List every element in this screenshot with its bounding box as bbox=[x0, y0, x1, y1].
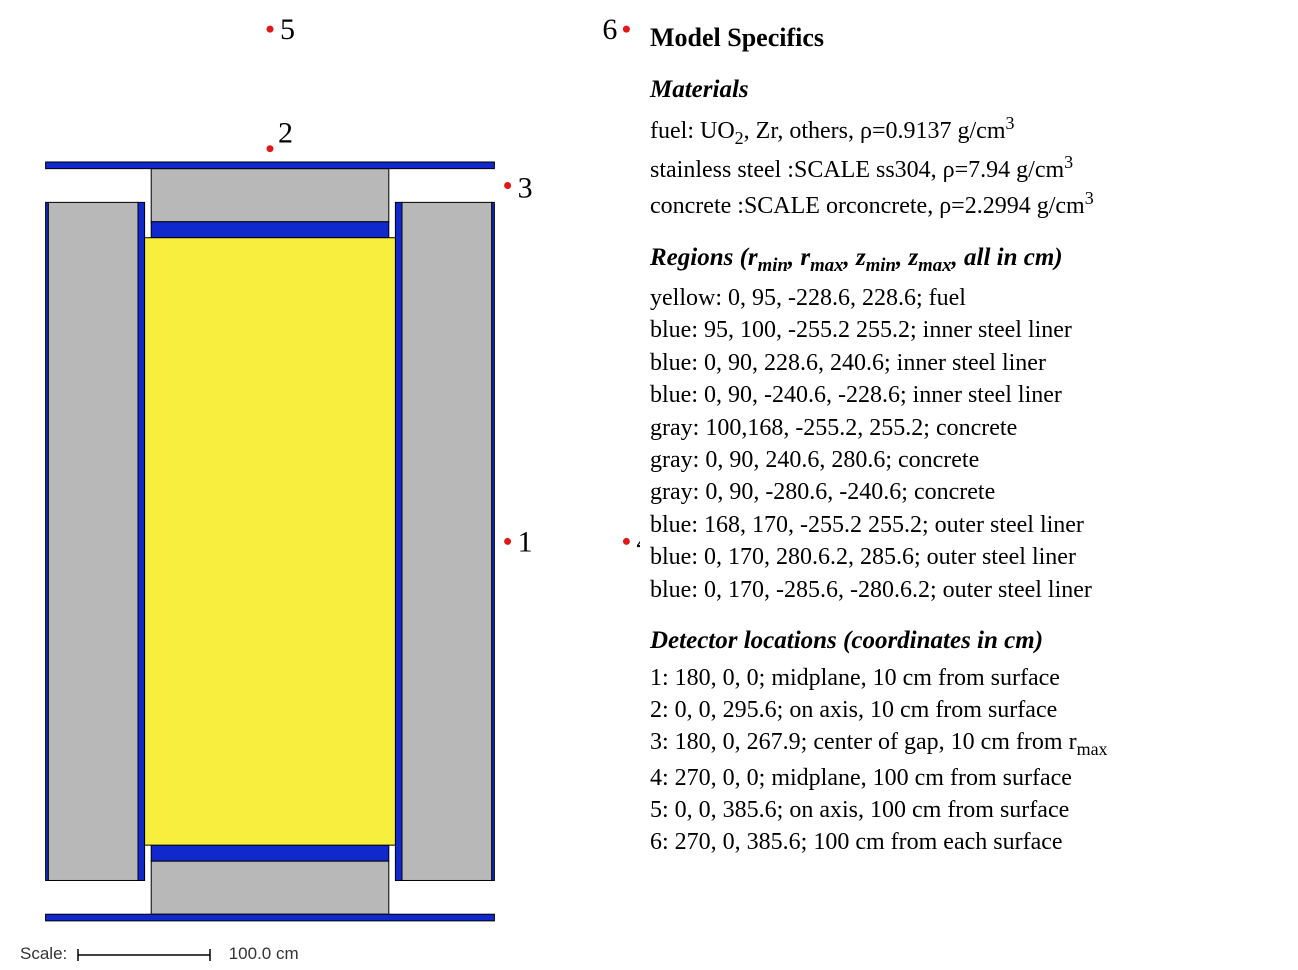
detector-dot-2 bbox=[267, 145, 274, 152]
spec-line: blue: 0, 170, -285.6, -280.6.2; outer st… bbox=[650, 574, 1278, 606]
cask-diagram: 1 2 3 4 5 6 bbox=[20, 0, 640, 970]
detector-label-2: 2 bbox=[278, 117, 293, 150]
spec-line: 2: 0, 0, 295.6; on axis, 10 cm from surf… bbox=[650, 694, 1278, 726]
spec-line: blue: 0, 170, 280.6.2, 285.6; outer stee… bbox=[650, 541, 1278, 573]
spec-line: blue: 95, 100, -255.2 255.2; inner steel… bbox=[650, 314, 1278, 346]
detector-label-4: 4 bbox=[636, 525, 640, 558]
regions-heading: Regions (rmin, rmax, zmin, zmax, all in … bbox=[650, 241, 1278, 278]
spec-line: gray: 0, 90, 240.6, 280.6; concrete bbox=[650, 444, 1278, 476]
spec-line: gray: 0, 90, -280.6, -240.6; concrete bbox=[650, 476, 1278, 508]
spec-line: 6: 270, 0, 385.6; 100 cm from each surfa… bbox=[650, 826, 1278, 858]
spec-line: blue: 168, 170, -255.2 255.2; outer stee… bbox=[650, 509, 1278, 541]
spec-line: 3: 180, 0, 267.9; center of gap, 10 cm f… bbox=[650, 726, 1278, 761]
detector-dot-6 bbox=[623, 26, 630, 33]
spec-line: stainless steel :SCALE ss304, ρ=7.94 g/c… bbox=[650, 150, 1278, 186]
detector-label-1: 1 bbox=[518, 525, 533, 558]
spec-line: 4: 270, 0, 0; midplane, 100 cm from surf… bbox=[650, 762, 1278, 794]
panel-title: Model Specifics bbox=[650, 20, 1278, 55]
spec-line: 1: 180, 0, 0; midplane, 10 cm from surfa… bbox=[650, 662, 1278, 694]
detector-dot-5 bbox=[267, 26, 274, 33]
detector-dot-3 bbox=[504, 182, 511, 189]
scale-label: Scale: bbox=[20, 944, 67, 963]
spec-line: blue: 0, 90, 228.6, 240.6; inner steel l… bbox=[650, 347, 1278, 379]
materials-heading: Materials bbox=[650, 73, 1278, 107]
detector-label-6: 6 bbox=[602, 13, 617, 46]
detector-label-3: 3 bbox=[518, 172, 533, 205]
spec-line: gray: 100,168, -255.2, 255.2; concrete bbox=[650, 412, 1278, 444]
detector-label-5: 5 bbox=[280, 13, 295, 46]
spec-line: fuel: UO2, Zr, others, ρ=0.9137 g/cm3 bbox=[650, 111, 1278, 150]
spec-line: concrete :SCALE orconcrete, ρ=2.2994 g/c… bbox=[650, 186, 1278, 222]
scale-bar: Scale: 100.0 cm bbox=[20, 944, 299, 964]
detector-dot-4 bbox=[623, 538, 630, 545]
spec-line: blue: 0, 90, -240.6, -228.6; inner steel… bbox=[650, 379, 1278, 411]
detectors-heading: Detector locations (coordinates in cm) bbox=[650, 624, 1278, 658]
scale-value: 100.0 cm bbox=[229, 944, 299, 963]
detector-dot-1 bbox=[504, 538, 511, 545]
specification-panel: Model Specifics Materials fuel: UO2, Zr,… bbox=[640, 0, 1298, 970]
spec-line: yellow: 0, 95, -228.6, 228.6; fuel bbox=[650, 282, 1278, 314]
spec-line: 5: 0, 0, 385.6; on axis, 100 cm from sur… bbox=[650, 794, 1278, 826]
